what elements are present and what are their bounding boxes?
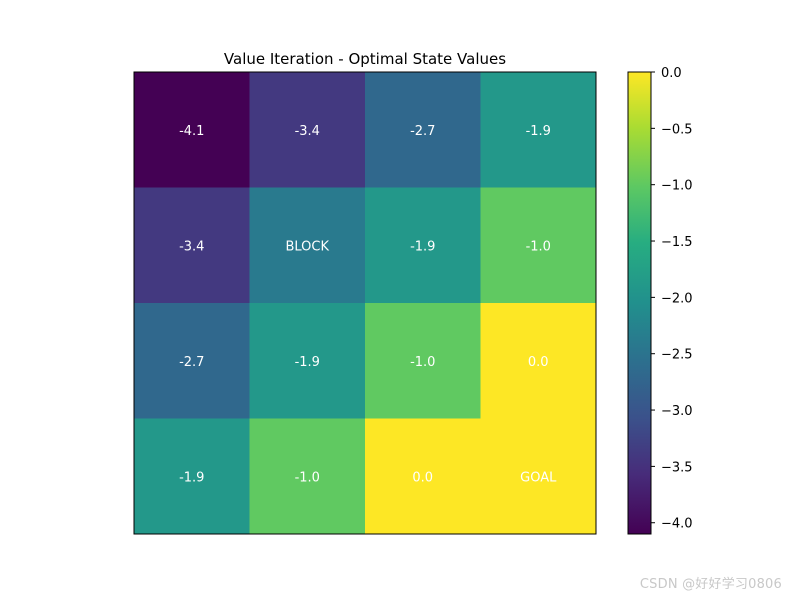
cell-label: -2.7: [410, 124, 435, 139]
cell-label: -1.9: [179, 470, 204, 485]
colorbar-tick-label: −2.5: [661, 348, 693, 363]
colorbar-tick-label: 0.0: [661, 66, 682, 81]
heatmap-cell: [365, 418, 481, 535]
cell-label: BLOCK: [285, 239, 329, 254]
cell-label: -1.0: [410, 355, 435, 370]
colorbar-tick-label: −2.0: [661, 291, 693, 306]
colorbar-tick-label: −3.0: [661, 404, 693, 419]
cell-label: -1.9: [295, 355, 320, 370]
cell-label: -1.0: [295, 470, 320, 485]
colorbar: [627, 71, 652, 535]
colorbar-tick-label: −1.5: [661, 235, 693, 250]
heatmap-cell: [365, 187, 481, 304]
heatmap-cell: [249, 72, 366, 188]
heatmap-cell: [365, 72, 481, 188]
colorbar-tick-label: −1.0: [661, 179, 693, 194]
cell-label: -1.9: [526, 124, 551, 139]
heatmap-cell: [480, 418, 597, 535]
colorbar-tick-label: −0.5: [661, 122, 693, 137]
heatmap-cell: [134, 303, 250, 419]
colorbar-tick-label: −3.5: [661, 460, 693, 475]
heatmap-frame: [133, 71, 597, 535]
cell-label: -3.4: [295, 124, 320, 139]
chart-title: Value Iteration - Optimal State Values: [224, 50, 506, 68]
cell-label: -1.0: [526, 239, 551, 254]
heatmap-cell: [134, 418, 250, 535]
colorbar-ticks: 0.0 −0.5 −1.0 −1.5 −2.0 −2.5 −3.0 −3.5 −4.0: [651, 66, 693, 532]
cell-label: -4.1: [179, 124, 204, 139]
heatmap-cells: -4.1 -3.4 -2.7 -1.9 -3.4 BLOCK -1.9 -1.0 -2.7 -1.…: [134, 72, 597, 535]
heatmap-cell: [134, 72, 250, 188]
heatmap-cell: [249, 187, 366, 304]
cell-label: -1.9: [410, 239, 435, 254]
watermark: CSDN @好好学习0806: [639, 577, 782, 592]
colorbar-tick-label: −4.0: [661, 517, 693, 532]
cell-label: 0.0: [528, 355, 549, 370]
heatmap-cell: [365, 303, 481, 419]
cell-label: 0.0: [412, 470, 433, 485]
cell-label: GOAL: [520, 470, 557, 485]
heatmap-cell: [249, 418, 366, 535]
heatmap-cell: [480, 72, 597, 188]
heatmap-cell: [249, 303, 366, 419]
heatmap-cell: [480, 187, 597, 304]
cell-label: -2.7: [179, 355, 204, 370]
heatmap-cell: [134, 187, 250, 304]
heatmap-cell: [480, 303, 597, 419]
cell-label: -3.4: [179, 239, 204, 254]
